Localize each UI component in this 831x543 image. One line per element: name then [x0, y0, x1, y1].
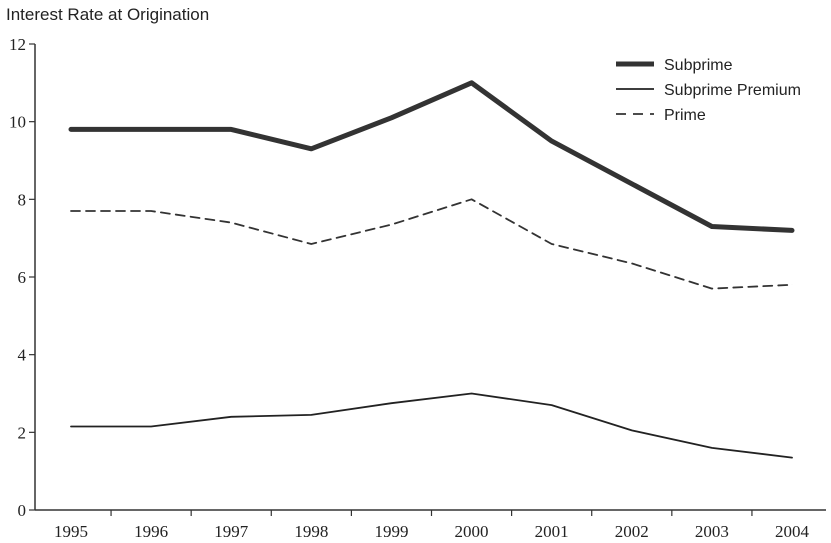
- y-tick-label: 0: [18, 501, 27, 520]
- x-tick-label: 1996: [134, 522, 168, 541]
- x-tick-label: 2003: [695, 522, 729, 541]
- legend: Subprime Subprime Premium Prime: [616, 57, 801, 124]
- x-tick-label: 1998: [294, 522, 328, 541]
- x-tick-label: 1997: [214, 522, 249, 541]
- series-line-subprime-premium: [70, 392, 793, 459]
- y-axis-title: Interest Rate at Origination: [6, 5, 209, 24]
- x-tick-label: 2002: [615, 522, 649, 541]
- y-tick-label: 2: [18, 423, 27, 442]
- y-tick-label: 8: [18, 190, 27, 209]
- y-tick-label: 10: [9, 113, 26, 132]
- y-tick-label: 6: [18, 268, 27, 287]
- axes: 0 2 4 6 8 10 12 1995 1996 1997 1998 1999 2000 2001 200…: [9, 35, 826, 541]
- x-tick-label: 2001: [535, 522, 569, 541]
- x-tick-label: 1999: [374, 522, 408, 541]
- legend-label: Subprime: [664, 57, 733, 74]
- series-line-prime: [70, 198, 793, 290]
- x-tick-label: 1995: [54, 522, 88, 541]
- legend-label: Prime: [664, 107, 706, 124]
- y-tick-label: 12: [9, 35, 26, 54]
- legend-label: Subprime Premium: [664, 82, 801, 99]
- y-tick-label: 4: [18, 346, 27, 365]
- x-tick-label: 2004: [775, 522, 810, 541]
- x-tick-label: 2000: [455, 522, 489, 541]
- series-layer: [68, 80, 795, 459]
- series-line-subprime: [68, 80, 795, 233]
